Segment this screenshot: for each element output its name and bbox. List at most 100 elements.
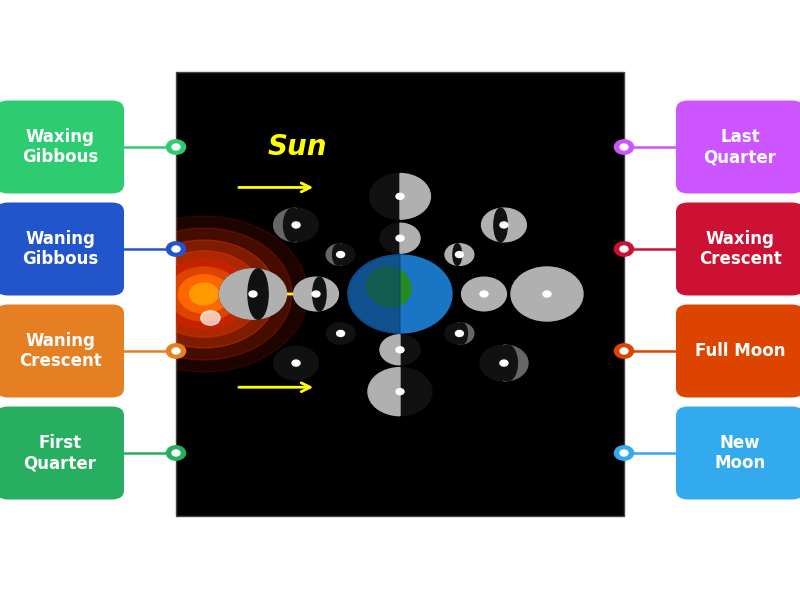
- Wedge shape: [274, 208, 296, 242]
- Circle shape: [326, 244, 355, 265]
- Circle shape: [445, 244, 474, 265]
- Wedge shape: [326, 244, 341, 265]
- FancyBboxPatch shape: [0, 202, 124, 296]
- Wedge shape: [380, 335, 400, 365]
- Circle shape: [348, 255, 452, 333]
- Circle shape: [462, 277, 506, 311]
- Circle shape: [219, 269, 286, 319]
- Circle shape: [620, 144, 628, 150]
- Circle shape: [380, 335, 420, 365]
- Ellipse shape: [248, 269, 268, 319]
- Circle shape: [445, 323, 474, 344]
- Circle shape: [146, 251, 262, 337]
- Circle shape: [166, 446, 186, 460]
- Circle shape: [543, 291, 551, 297]
- Circle shape: [480, 291, 488, 297]
- Circle shape: [511, 267, 583, 321]
- FancyBboxPatch shape: [176, 72, 624, 516]
- Circle shape: [132, 240, 276, 348]
- Circle shape: [455, 331, 463, 337]
- Circle shape: [511, 267, 583, 321]
- Circle shape: [116, 228, 292, 360]
- FancyBboxPatch shape: [676, 202, 800, 296]
- Circle shape: [219, 269, 286, 319]
- Text: New
Moon: New Moon: [714, 434, 766, 472]
- Circle shape: [274, 346, 318, 380]
- Wedge shape: [400, 223, 420, 253]
- FancyBboxPatch shape: [0, 305, 124, 398]
- Circle shape: [172, 348, 180, 354]
- Circle shape: [172, 450, 180, 456]
- Circle shape: [201, 311, 220, 325]
- Wedge shape: [459, 323, 474, 344]
- Ellipse shape: [366, 266, 411, 307]
- FancyBboxPatch shape: [0, 407, 124, 499]
- Circle shape: [614, 140, 634, 154]
- Text: Waning
Gibbous: Waning Gibbous: [22, 230, 98, 268]
- Circle shape: [614, 446, 634, 460]
- Circle shape: [368, 368, 432, 416]
- Circle shape: [337, 331, 345, 337]
- Circle shape: [396, 235, 404, 241]
- Circle shape: [158, 259, 250, 329]
- Circle shape: [190, 283, 218, 305]
- Circle shape: [292, 222, 300, 228]
- Circle shape: [445, 244, 474, 265]
- Circle shape: [292, 360, 300, 366]
- Ellipse shape: [283, 208, 302, 242]
- Ellipse shape: [333, 244, 344, 265]
- Circle shape: [620, 348, 628, 354]
- Wedge shape: [368, 368, 400, 416]
- Ellipse shape: [456, 323, 467, 344]
- Text: Last
Quarter: Last Quarter: [703, 128, 777, 166]
- Circle shape: [168, 267, 240, 321]
- Circle shape: [166, 140, 186, 154]
- Circle shape: [166, 242, 186, 256]
- Text: Full Moon: Full Moon: [694, 342, 786, 360]
- Circle shape: [500, 222, 508, 228]
- Circle shape: [462, 277, 506, 311]
- Text: Waxing
Crescent: Waxing Crescent: [698, 230, 782, 268]
- FancyBboxPatch shape: [676, 305, 800, 398]
- Text: First
Quarter: First Quarter: [23, 434, 97, 472]
- Circle shape: [482, 208, 526, 242]
- Wedge shape: [400, 173, 430, 219]
- Wedge shape: [348, 255, 400, 333]
- Wedge shape: [504, 345, 528, 381]
- Circle shape: [380, 223, 420, 253]
- Circle shape: [337, 251, 345, 257]
- Circle shape: [396, 193, 404, 199]
- Circle shape: [480, 345, 528, 381]
- Circle shape: [620, 246, 628, 252]
- FancyBboxPatch shape: [676, 407, 800, 499]
- Circle shape: [620, 450, 628, 456]
- Circle shape: [370, 173, 430, 219]
- Ellipse shape: [498, 345, 518, 381]
- Circle shape: [500, 360, 508, 366]
- FancyBboxPatch shape: [0, 100, 124, 193]
- Ellipse shape: [494, 208, 507, 242]
- FancyBboxPatch shape: [676, 100, 800, 193]
- Text: Sun: Sun: [268, 133, 327, 161]
- Circle shape: [172, 246, 180, 252]
- Circle shape: [455, 251, 463, 257]
- Circle shape: [249, 291, 257, 297]
- Circle shape: [166, 344, 186, 358]
- Circle shape: [326, 323, 355, 344]
- Circle shape: [482, 208, 526, 242]
- Circle shape: [294, 277, 338, 311]
- Circle shape: [312, 291, 320, 297]
- Circle shape: [614, 344, 634, 358]
- Circle shape: [178, 275, 230, 313]
- Circle shape: [294, 277, 338, 311]
- Text: Waning
Crescent: Waning Crescent: [18, 332, 102, 370]
- Text: Waxing
Gibbous: Waxing Gibbous: [22, 128, 98, 166]
- Ellipse shape: [313, 277, 326, 311]
- Circle shape: [614, 242, 634, 256]
- Circle shape: [396, 389, 404, 395]
- Circle shape: [100, 216, 308, 372]
- Ellipse shape: [453, 244, 462, 265]
- Circle shape: [396, 347, 404, 353]
- Circle shape: [274, 208, 318, 242]
- Circle shape: [172, 144, 180, 150]
